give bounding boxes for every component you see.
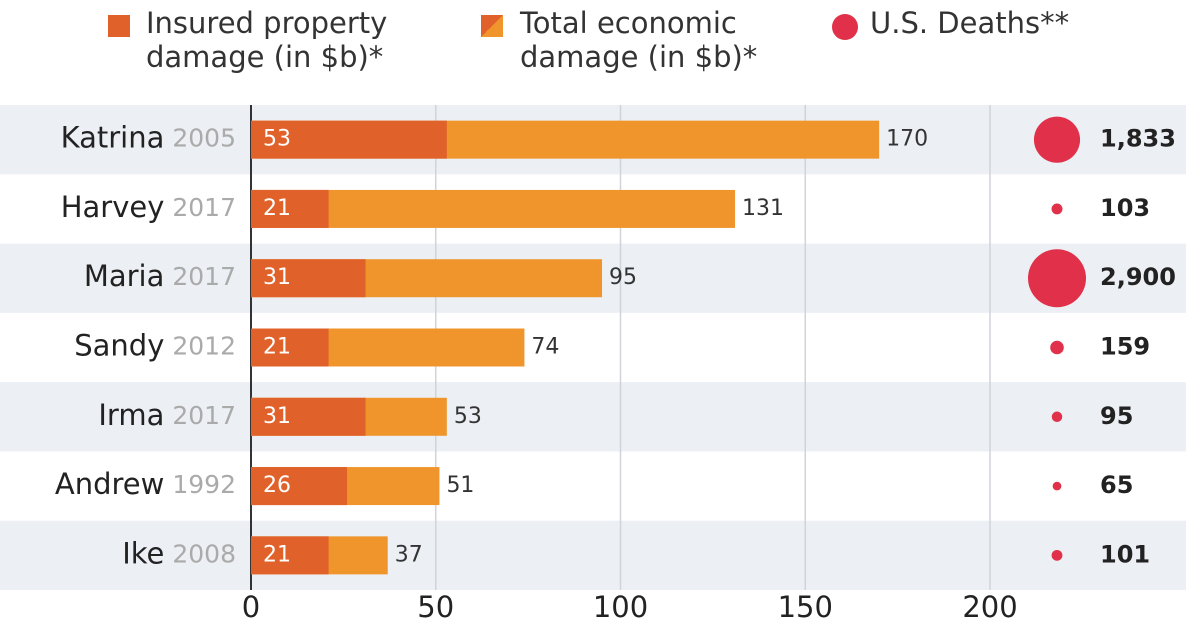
legend-swatch [832, 14, 858, 40]
row-band [0, 382, 1186, 452]
x-tick-label: 100 [593, 590, 648, 624]
bar-total [251, 189, 736, 228]
bar-insured [251, 467, 348, 506]
death-label: 65 [1100, 471, 1133, 499]
value-label: 21 [263, 335, 291, 360]
x-tick-label: 50 [417, 590, 454, 624]
death-bubble [1050, 340, 1064, 355]
x-tick-label: 150 [778, 590, 833, 624]
category-name: Harvey [61, 190, 165, 224]
death-bubble [1033, 116, 1081, 163]
legend-label: Insured property damage (in $b)* [146, 6, 388, 74]
death-label: 2,900 [1100, 263, 1176, 291]
category-name: Maria [84, 259, 165, 293]
bar-insured [251, 120, 447, 159]
category-name: Ike [122, 536, 164, 570]
death-bubble [1052, 481, 1062, 491]
category-label: Irma 2017 [98, 398, 236, 432]
value-label: 95 [609, 265, 637, 290]
death-label: 95 [1100, 402, 1133, 430]
value-label: 53 [454, 404, 482, 429]
legend-swatch [481, 15, 503, 37]
category-name: Irma [98, 398, 164, 432]
value-label: 26 [263, 473, 291, 498]
category-label: Sandy 2012 [74, 329, 236, 363]
category-label: Ike 2008 [122, 536, 236, 570]
value-label: 31 [263, 265, 291, 290]
death-label: 159 [1100, 333, 1150, 361]
bar-insured [251, 536, 329, 575]
legend-label: U.S. Deaths** [870, 6, 1070, 40]
value-label: 170 [886, 127, 928, 152]
category-year: 2005 [172, 124, 236, 153]
category-name: Sandy [74, 329, 164, 363]
legend-swatch [108, 15, 130, 37]
legend-label: Total economic damage (in $b)* [520, 6, 758, 74]
bar-insured [251, 189, 329, 228]
category-year: 2017 [172, 401, 236, 430]
death-bubble [1051, 203, 1063, 215]
category-year: 1992 [172, 470, 236, 499]
category-label: Harvey 2017 [61, 190, 236, 224]
value-label: 53 [263, 127, 291, 152]
category-label: Andrew 1992 [55, 467, 236, 501]
death-bubble [1051, 549, 1063, 561]
category-label: Maria 2017 [84, 259, 236, 293]
bar-insured [251, 397, 366, 436]
x-tick-label: 0 [242, 590, 260, 624]
death-bubble [1051, 411, 1063, 423]
value-label: 31 [263, 404, 291, 429]
category-year: 2012 [172, 332, 236, 361]
value-label: 21 [263, 196, 291, 221]
death-bubble [1028, 249, 1086, 308]
category-name: Andrew [55, 467, 164, 501]
category-year: 2017 [172, 262, 236, 291]
value-label: 37 [395, 542, 423, 567]
category-label: Katrina 2005 [61, 121, 236, 155]
death-label: 1,833 [1100, 125, 1176, 153]
value-label: 74 [531, 335, 559, 360]
category-name: Katrina [61, 121, 165, 155]
category-year: 2008 [172, 539, 236, 568]
row-band [0, 520, 1186, 590]
death-label: 103 [1100, 194, 1150, 222]
value-label: 131 [742, 196, 784, 221]
category-year: 2017 [172, 193, 236, 222]
death-label: 101 [1100, 540, 1150, 568]
bar-insured [251, 259, 366, 298]
bar-insured [251, 328, 329, 367]
value-label: 51 [446, 473, 474, 498]
value-label: 21 [263, 542, 291, 567]
x-tick-label: 200 [962, 590, 1017, 624]
